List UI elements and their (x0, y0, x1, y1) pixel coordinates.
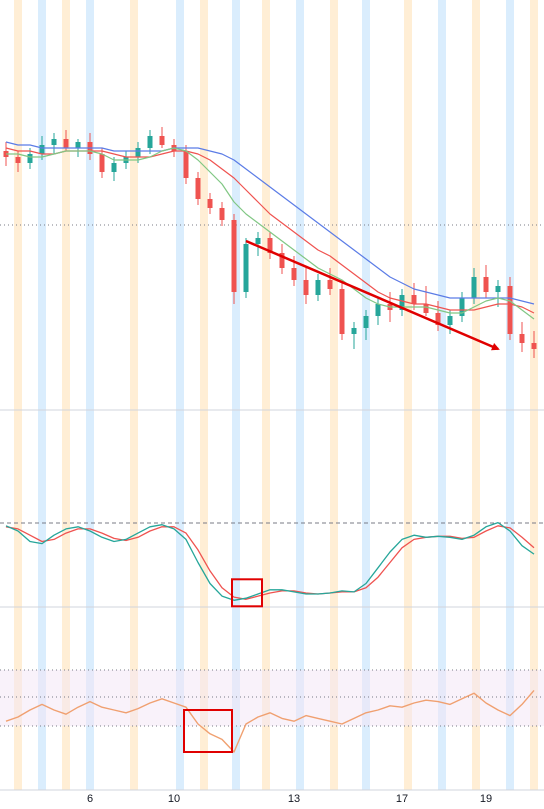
candle-body[interactable] (291, 268, 297, 280)
rsi-band (0, 670, 544, 726)
candle-body[interactable] (363, 316, 369, 328)
candle-body[interactable] (327, 280, 333, 289)
session-band (232, 0, 240, 790)
candle-body[interactable] (255, 238, 261, 244)
x-tick-label: 19 (480, 793, 492, 805)
candle-body[interactable] (339, 289, 345, 334)
stoch-k-line[interactable] (5, 521, 535, 601)
session-bands (14, 0, 538, 790)
candle-body[interactable] (483, 277, 489, 292)
x-axis: 6 10 13 17 19 (0, 789, 544, 805)
candle-body[interactable] (183, 151, 189, 178)
session-band (262, 0, 270, 790)
grid (0, 224, 544, 727)
candle-body[interactable] (195, 178, 201, 199)
price-panel[interactable] (3, 127, 537, 358)
candle-body[interactable] (99, 154, 105, 172)
rsi-highlight-box (183, 709, 233, 753)
session-band (506, 0, 514, 790)
candle-body[interactable] (147, 136, 153, 148)
candle-body[interactable] (435, 313, 441, 325)
candle-body[interactable] (507, 286, 513, 334)
session-band (14, 0, 22, 790)
rsi-line[interactable] (5, 689, 535, 753)
candle-body[interactable] (63, 139, 69, 148)
x-tick-label: 13 (288, 793, 300, 805)
candle-body[interactable] (447, 316, 453, 325)
ma-slow-line[interactable] (5, 141, 535, 305)
x-tick-label: 6 (87, 793, 93, 805)
stochastic-panel[interactable] (5, 521, 535, 601)
session-band (530, 0, 538, 790)
session-band (330, 0, 338, 790)
candle-body[interactable] (351, 328, 357, 334)
candle-body[interactable] (495, 286, 501, 292)
candle-body[interactable] (159, 136, 165, 145)
ma-fast-line[interactable] (6, 147, 535, 320)
candle-body[interactable] (135, 148, 141, 157)
session-band (200, 0, 208, 790)
annotations (183, 239, 500, 753)
candle-body[interactable] (111, 163, 117, 172)
x-tick-label: 10 (168, 793, 180, 805)
candle-body[interactable] (267, 238, 273, 253)
candle-body[interactable] (39, 145, 45, 154)
session-band (438, 0, 446, 790)
candle-body[interactable] (519, 334, 525, 343)
candle-body[interactable] (471, 277, 477, 298)
candle-body[interactable] (411, 295, 417, 304)
candle-body[interactable] (207, 199, 213, 208)
candle-body[interactable] (375, 304, 381, 316)
session-band (176, 0, 184, 790)
candle-body[interactable] (399, 295, 405, 310)
ma-mid-line[interactable] (5, 147, 535, 314)
candle-body[interactable] (15, 157, 21, 163)
candle-body[interactable] (279, 253, 285, 268)
trend-arrow (245, 239, 500, 351)
candle-body[interactable] (315, 280, 321, 295)
candle-body[interactable] (423, 304, 429, 313)
candle-body[interactable] (75, 142, 81, 148)
session-band (38, 0, 46, 790)
candle-body[interactable] (27, 154, 33, 163)
session-band (62, 0, 70, 790)
x-tick-label: 17 (396, 793, 408, 805)
stoch-d-line[interactable] (5, 525, 535, 600)
session-band (296, 0, 304, 790)
session-band (130, 0, 138, 790)
candle-body[interactable] (303, 280, 309, 295)
candle-body[interactable] (459, 298, 465, 316)
candle-body[interactable] (51, 139, 57, 145)
candle-body[interactable] (531, 343, 537, 349)
session-band (86, 0, 94, 790)
session-band (404, 0, 412, 790)
candle-body[interactable] (231, 220, 237, 292)
session-band (472, 0, 480, 790)
session-band (362, 0, 370, 790)
rsi-panel[interactable] (5, 689, 535, 753)
stoch-highlight-box (231, 578, 263, 608)
candle-body[interactable] (219, 208, 225, 220)
candle-body[interactable] (243, 244, 249, 292)
